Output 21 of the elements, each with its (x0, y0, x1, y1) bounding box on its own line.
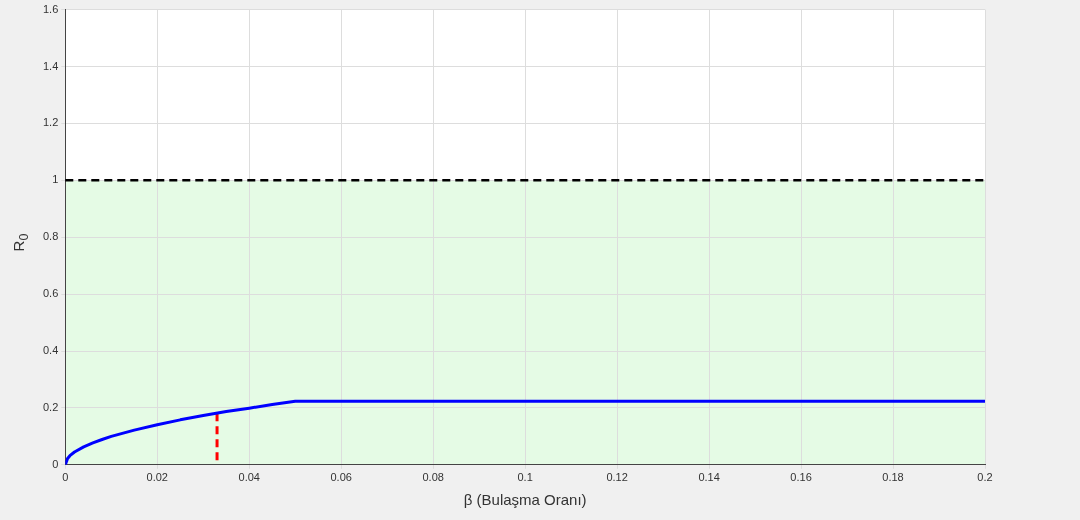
y-tick-label: 0.6 (42, 287, 59, 300)
x-tick-label: 0.1 (517, 471, 533, 484)
x-tick-label: 0.06 (330, 471, 352, 484)
x-tick-label: 0.18 (882, 471, 904, 484)
x-tick-label: 0.12 (606, 471, 628, 484)
y-tick-label: 0.4 (42, 344, 59, 357)
y-tick-label: 0 (52, 457, 59, 470)
x-tick-label: 0.16 (790, 471, 812, 484)
y-tick-label: 0.2 (42, 400, 59, 413)
x-tick-label: 0.2 (977, 471, 993, 484)
y-tick-label: 0.8 (42, 230, 59, 243)
x-tick-label: 0.08 (422, 471, 444, 484)
x-tick-label: 0.04 (238, 471, 260, 484)
x-axis-title: β (Bulaşma Oranı) (463, 491, 587, 509)
y-tick-label: 1.2 (42, 116, 59, 129)
y-tick-label: 1 (52, 173, 59, 186)
x-tick-label: 0 (62, 471, 69, 484)
y-tick-label: 1.6 (42, 2, 59, 15)
y-tick-label: 1.4 (42, 59, 59, 72)
x-tick-label: 0.14 (698, 471, 720, 484)
x-tick-label: 0.02 (146, 471, 168, 484)
